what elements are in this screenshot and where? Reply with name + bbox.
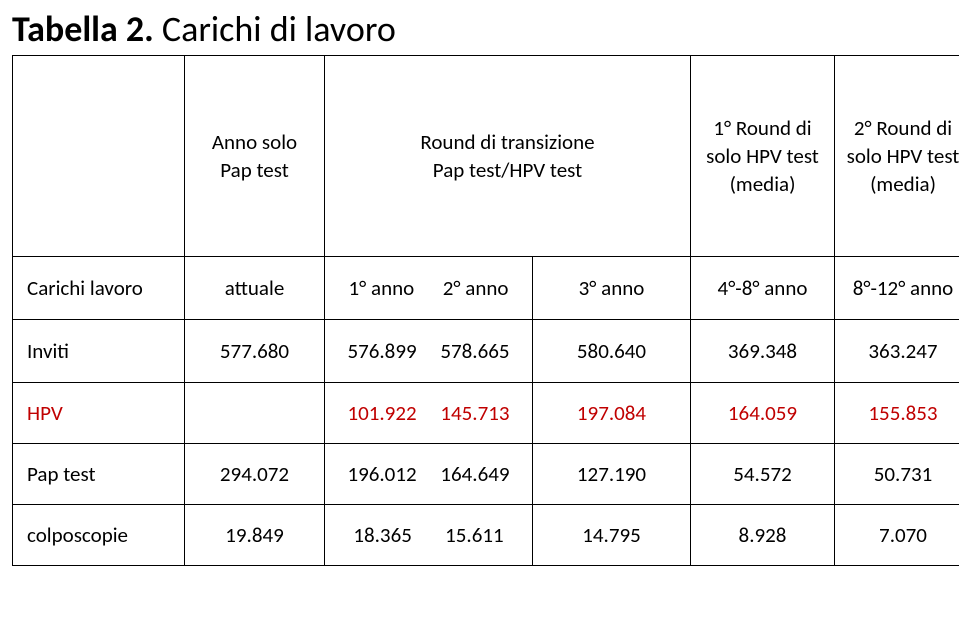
table-row: HPV 101.922 145.713 197.084 164.059 155.… xyxy=(13,383,959,444)
cell: 580.640 xyxy=(533,320,691,383)
title-bold: Tabella 2. xyxy=(12,7,154,51)
cell-span: 101.922 xyxy=(347,400,416,426)
header-line: Round di transizione xyxy=(420,129,594,155)
cell: 363.247 xyxy=(835,320,959,383)
subhead-c1: attuale xyxy=(185,257,325,320)
header-cell-round2: 2° Round di solo HPV test (media) xyxy=(835,56,959,257)
cell: 7.070 xyxy=(835,505,959,566)
header-line: solo HPV test xyxy=(706,143,819,169)
header-line: (media) xyxy=(870,171,936,197)
cell-span: 18.365 xyxy=(353,522,412,548)
row-label-colpo: colposcopie xyxy=(13,505,185,566)
table-row: colposcopie 19.849 18.365 15.611 14.795 … xyxy=(13,505,959,566)
subhead-c3: 3° anno xyxy=(533,257,691,320)
cell: 101.922 145.713 xyxy=(325,383,533,444)
cell: 14.795 xyxy=(533,505,691,566)
subhead-label: Carichi lavoro xyxy=(13,257,185,320)
cell: 127.190 xyxy=(533,444,691,505)
header-cell-round1: 1° Round di solo HPV test (media) xyxy=(691,56,835,257)
cell: 50.731 xyxy=(835,444,959,505)
cell: 19.849 xyxy=(185,505,325,566)
subhead-span: 2° anno xyxy=(443,275,509,301)
cell-span: 578.665 xyxy=(440,338,509,364)
title-rest: Carichi di lavoro xyxy=(154,7,396,51)
header-cell-anno-solo: Anno solo Pap test xyxy=(185,56,325,257)
table-row: Pap test 294.072 196.012 164.649 127.190… xyxy=(13,444,959,505)
cell: 196.012 164.649 xyxy=(325,444,533,505)
header-line: solo HPV test xyxy=(847,143,959,169)
header-line: 2° Round di xyxy=(854,115,952,141)
cell: 197.084 xyxy=(533,383,691,444)
table-row: Inviti 577.680 576.899 578.665 580.640 3… xyxy=(13,320,959,383)
cell: 294.072 xyxy=(185,444,325,505)
cell: 164.059 xyxy=(691,383,835,444)
cell: 155.853 xyxy=(835,383,959,444)
subhead-span: 1° anno xyxy=(349,275,415,301)
cell: 54.572 xyxy=(691,444,835,505)
header-line: Pap test/HPV test xyxy=(433,157,582,183)
cell-span: 145.713 xyxy=(440,400,509,426)
header-cell-blank xyxy=(13,56,185,257)
cell-span: 576.899 xyxy=(347,338,416,364)
header-cell-transizione: Round di transizione Pap test/HPV test xyxy=(325,56,691,257)
header-line: Anno solo xyxy=(212,129,297,155)
page-title: Tabella 2. Carichi di lavoro xyxy=(12,8,947,51)
cell-span: 196.012 xyxy=(347,461,416,487)
cell: 369.348 xyxy=(691,320,835,383)
cell: 576.899 578.665 xyxy=(325,320,533,383)
cell-span: 164.649 xyxy=(440,461,509,487)
header-line: Pap test xyxy=(220,157,289,183)
header-row: Anno solo Pap test Round di transizione … xyxy=(13,56,959,257)
subhead-c5: 8°-12° anno xyxy=(835,257,959,320)
cell: 577.680 xyxy=(185,320,325,383)
subheader-row: Carichi lavoro attuale 1° anno 2° anno 3… xyxy=(13,257,959,320)
row-label-pap: Pap test xyxy=(13,444,185,505)
subhead-c2: 1° anno 2° anno xyxy=(325,257,533,320)
cell: 8.928 xyxy=(691,505,835,566)
workload-table: Anno solo Pap test Round di transizione … xyxy=(12,55,959,566)
subhead-c4: 4°-8° anno xyxy=(691,257,835,320)
row-label-hpv: HPV xyxy=(13,383,185,444)
header-line: (media) xyxy=(730,171,796,197)
cell: 18.365 15.611 xyxy=(325,505,533,566)
row-label-inviti: Inviti xyxy=(13,320,185,383)
header-line: 1° Round di xyxy=(713,115,811,141)
cell xyxy=(185,383,325,444)
cell-span: 15.611 xyxy=(445,522,504,548)
